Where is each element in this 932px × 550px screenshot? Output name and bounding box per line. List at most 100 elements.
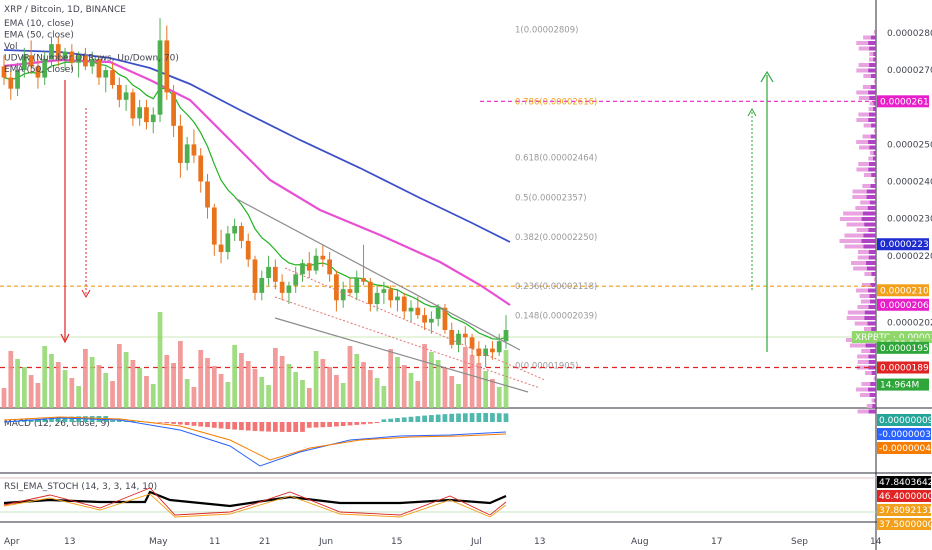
candle-body[interactable]: [49, 44, 54, 59]
candle-body[interactable]: [286, 285, 292, 293]
candle-body[interactable]: [62, 51, 68, 59]
candle-body[interactable]: [211, 207, 217, 245]
candle-body[interactable]: [239, 226, 244, 241]
candle-body[interactable]: [429, 318, 434, 323]
volume-profile-row: [857, 354, 869, 359]
candle-body[interactable]: [178, 125, 183, 163]
wedge-lower-line[interactable]: [274, 317, 529, 393]
candle-body[interactable]: [191, 144, 197, 156]
candle-body[interactable]: [340, 289, 346, 301]
candle-body[interactable]: [218, 244, 224, 253]
candle-body[interactable]: [42, 58, 48, 78]
volume-profile-row: [862, 184, 871, 188]
candle-body[interactable]: [232, 226, 238, 234]
wedge-upper-line[interactable]: [234, 197, 521, 351]
candle-body[interactable]: [422, 315, 427, 323]
candle-body[interactable]: [415, 307, 421, 316]
candle-body[interactable]: [401, 296, 407, 312]
candle-body[interactable]: [313, 255, 319, 271]
candle-body[interactable]: [245, 240, 251, 260]
candle-body[interactable]: [476, 348, 482, 356]
volume-bar: [116, 344, 122, 408]
candle-body[interactable]: [462, 333, 468, 338]
volume-profile-row: [868, 250, 876, 254]
candle-body[interactable]: [110, 70, 115, 85]
candle-body[interactable]: [35, 66, 41, 78]
candle-body[interactable]: [137, 107, 143, 119]
candle-body[interactable]: [449, 330, 455, 345]
candle-body[interactable]: [116, 84, 122, 100]
candle-body[interactable]: [381, 289, 387, 293]
candle-body[interactable]: [483, 348, 489, 356]
candle-body[interactable]: [55, 44, 61, 59]
volume-profile-row: [875, 376, 876, 381]
channel-upper-dotted[interactable]: [284, 267, 546, 381]
candle-body[interactable]: [327, 259, 332, 275]
candle-body[interactable]: [456, 333, 461, 345]
ema-50-line[interactable]: [3, 58, 511, 306]
volume-bar: [415, 381, 421, 408]
price-badge-text: 0.00002107: [880, 286, 932, 296]
candle-body[interactable]: [354, 278, 360, 293]
candle-body[interactable]: [164, 40, 170, 93]
volume-bar: [334, 375, 339, 408]
candle-body[interactable]: [8, 77, 14, 89]
volume-bar: [483, 371, 489, 408]
candle-body[interactable]: [21, 55, 27, 71]
candle-body[interactable]: [496, 341, 502, 353]
fib-level-label: 0.618(0.00002464): [515, 154, 597, 164]
candle-body[interactable]: [69, 51, 75, 63]
candle-body[interactable]: [171, 92, 176, 126]
volume-bar: [21, 367, 27, 408]
candle-body[interactable]: [89, 58, 95, 67]
candle-body[interactable]: [252, 259, 258, 293]
candle-body[interactable]: [490, 348, 495, 353]
volume-profile-row: [865, 343, 876, 348]
candle-body[interactable]: [334, 274, 339, 301]
candle-body[interactable]: [28, 55, 34, 67]
candle-body[interactable]: [306, 263, 312, 271]
candle-body[interactable]: [503, 330, 509, 342]
candle-body[interactable]: [469, 337, 475, 349]
candle-body[interactable]: [347, 289, 353, 293]
candle-body[interactable]: [205, 181, 210, 208]
candle-body[interactable]: [279, 281, 285, 293]
candle-body[interactable]: [76, 55, 81, 63]
candle-body[interactable]: [83, 55, 88, 67]
candle-body[interactable]: [184, 144, 190, 163]
chart-title: XRP / Bitcoin, 1D, BINANCE: [4, 5, 126, 15]
candle-body[interactable]: [15, 70, 20, 89]
candle-body[interactable]: [123, 92, 129, 100]
candle-body[interactable]: [361, 278, 366, 282]
candle-body[interactable]: [225, 233, 231, 253]
candle-body[interactable]: [1, 66, 7, 78]
candle-body[interactable]: [293, 274, 299, 286]
price-badge: [877, 284, 929, 297]
candle-body[interactable]: [96, 58, 102, 78]
candle-body[interactable]: [435, 307, 441, 319]
volume-profile-row: [868, 305, 876, 309]
candle-body[interactable]: [198, 155, 204, 182]
macd-histogram-bar: [388, 418, 394, 422]
candle-body[interactable]: [408, 307, 414, 312]
candle-body[interactable]: [374, 292, 380, 305]
candle-body[interactable]: [395, 296, 400, 301]
candle-body[interactable]: [103, 70, 109, 78]
ema-50-blue-line[interactable]: [3, 49, 511, 243]
candle-body[interactable]: [150, 114, 156, 123]
candle-body[interactable]: [144, 107, 149, 123]
candle-body[interactable]: [272, 266, 278, 282]
price-axis-tick: 0.00002700: [887, 66, 932, 76]
candle-body[interactable]: [259, 278, 265, 293]
fib-level-label: 0(0.00001905): [515, 361, 578, 371]
candle-body[interactable]: [300, 263, 305, 275]
candle-body[interactable]: [266, 266, 271, 279]
candle-body[interactable]: [442, 307, 448, 330]
candle-body[interactable]: [157, 40, 163, 115]
channel-lower-dotted[interactable]: [274, 296, 541, 389]
candle-body[interactable]: [320, 255, 326, 260]
candle-body[interactable]: [367, 281, 373, 305]
candle-body[interactable]: [388, 289, 394, 301]
candle-body[interactable]: [130, 92, 136, 119]
